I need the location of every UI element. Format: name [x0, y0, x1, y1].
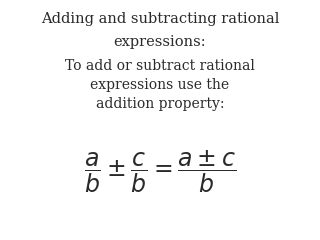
- Text: $\dfrac{a}{b} \pm \dfrac{c}{b} = \dfrac{a \pm c}{b}$: $\dfrac{a}{b} \pm \dfrac{c}{b} = \dfrac{…: [84, 149, 236, 195]
- Text: expressions use the: expressions use the: [91, 78, 229, 92]
- Text: expressions:: expressions:: [114, 35, 206, 49]
- Text: Adding and subtracting rational: Adding and subtracting rational: [41, 12, 279, 26]
- Text: To add or subtract rational: To add or subtract rational: [65, 59, 255, 73]
- Text: addition property:: addition property:: [96, 97, 224, 111]
